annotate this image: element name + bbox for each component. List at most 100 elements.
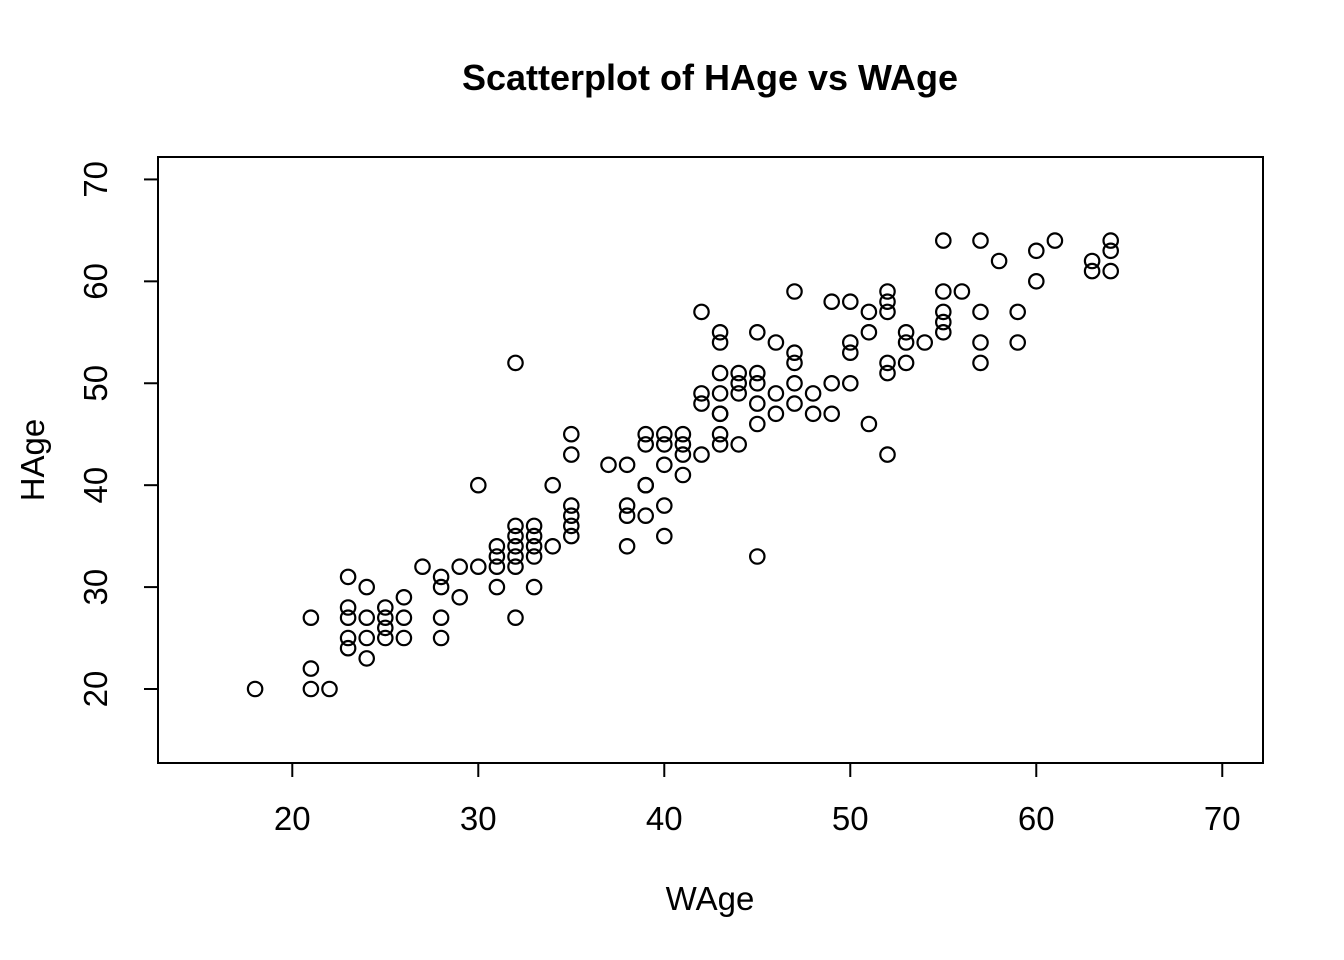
data-point [655,456,673,474]
data-point [897,354,915,372]
data-point [711,436,729,453]
data-point [655,527,673,545]
data-point [562,497,580,514]
data-point [655,436,673,453]
data-point [748,395,766,412]
data-point [972,303,989,321]
data-point [618,456,636,474]
data-point [358,629,375,647]
y-tick-label: 40 [77,467,114,504]
data-point [339,639,357,657]
data-point [879,446,896,463]
data-point [507,537,524,555]
data-point [507,354,524,372]
data-point [618,537,636,555]
data-point [376,629,394,647]
data-point [786,374,803,392]
data-point [1083,252,1101,270]
data-point [376,609,394,626]
x-tick-label: 20 [274,800,311,837]
data-point [674,425,692,443]
data-point [507,609,524,626]
data-point [339,609,357,626]
data-point [860,303,878,321]
data-point [562,527,580,545]
data-point [934,313,952,331]
data-point [934,323,952,341]
data-point [376,599,394,616]
data-point [879,293,896,310]
data-point [786,354,803,372]
data-point [730,385,747,402]
data-point [972,354,989,372]
data-point [748,415,766,433]
x-tick-label: 60 [1018,800,1055,837]
x-tick-label: 30 [460,800,497,837]
data-point [1102,242,1119,260]
x-tick-label: 70 [1204,800,1241,837]
x-tick-label: 50 [832,800,869,837]
data-point [376,619,394,637]
data-point [395,588,413,606]
data-point [786,283,803,300]
data-point [302,680,320,698]
data-point [972,334,989,351]
data-point [897,323,915,341]
data-point [432,629,450,647]
data-point [748,323,766,341]
data-point [711,425,729,443]
data-point [339,629,357,647]
y-tick-label: 20 [77,671,114,708]
data-point [395,609,413,626]
data-point [953,283,971,300]
data-point [507,548,524,565]
data-point [488,537,506,555]
data-point [711,323,729,341]
data-point [730,436,747,453]
data-point [488,578,506,596]
data-point [841,293,859,310]
x-axis-ticks: 20 30 40 50 60 70 [274,763,1241,837]
data-point [562,517,580,535]
data-point [488,548,506,565]
data-point [507,527,524,545]
data-point [879,303,896,321]
data-point [358,609,375,626]
data-point [302,660,320,677]
data-point [655,497,673,514]
data-point [804,405,822,423]
data-point [618,507,636,524]
data-point [562,446,580,463]
data-point [934,232,952,249]
data-point [730,374,747,392]
data-point [488,558,506,575]
data-point [432,609,450,626]
data-point [544,476,561,494]
data-point [674,436,692,453]
data-point [748,364,766,382]
data-point [860,323,878,341]
data-point [544,537,561,555]
data-point [432,578,450,596]
data-point [562,425,580,443]
data-point [1102,232,1119,249]
data-point [674,466,692,484]
data-point [1028,272,1045,290]
data-point [786,344,803,361]
x-axis-label: WAge [666,880,755,917]
data-point [767,385,785,402]
data-points [246,232,1119,698]
data-point [693,303,710,321]
data-point [879,354,896,372]
data-point [711,405,729,423]
data-point [879,283,896,300]
data-point [469,476,487,494]
data-point [395,629,413,647]
data-point [730,364,747,382]
data-point [562,507,580,524]
y-tick-label: 70 [77,161,114,198]
data-point [841,334,859,351]
data-point [1009,334,1026,351]
data-point [246,680,264,698]
